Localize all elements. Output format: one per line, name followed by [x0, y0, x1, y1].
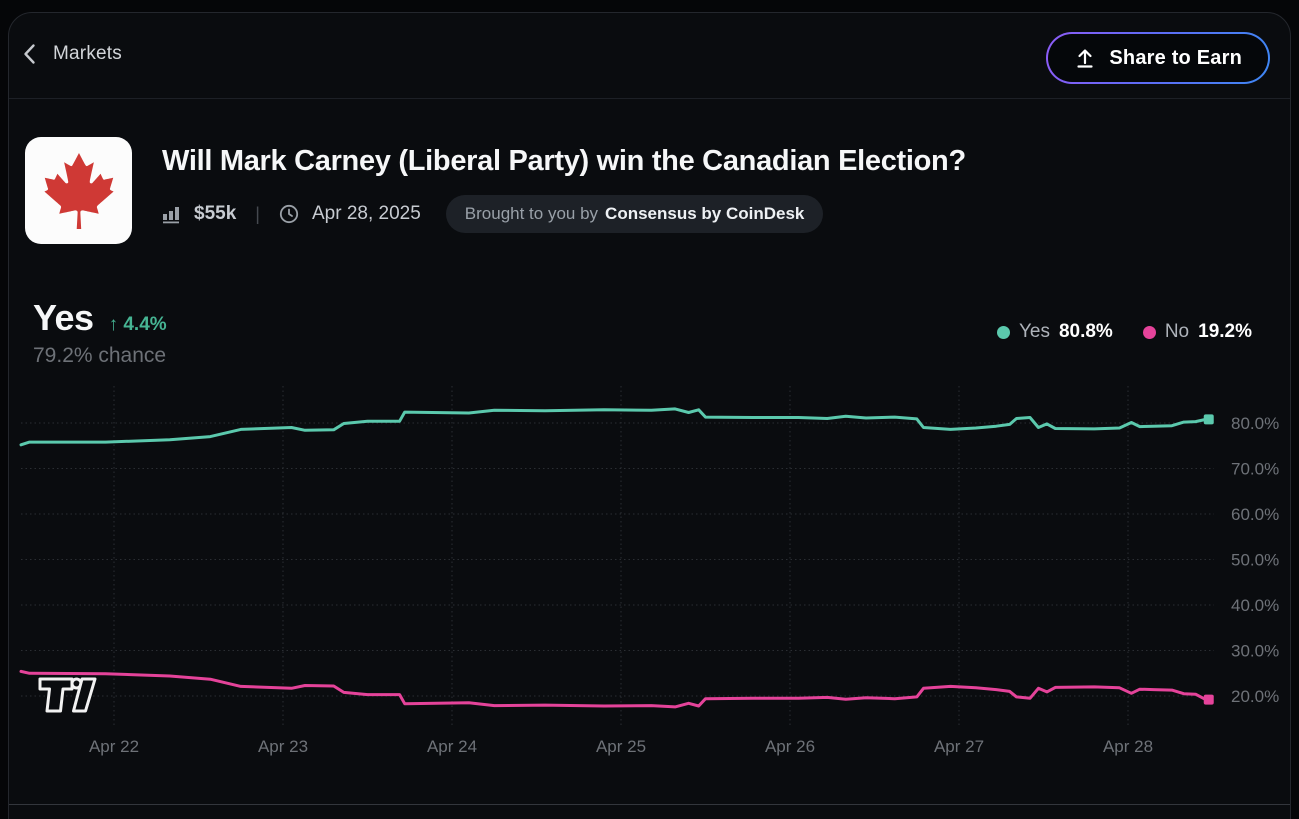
- top-bar: Markets Share to Earn: [9, 13, 1290, 99]
- sponsor-prefix: Brought to you by: [464, 204, 599, 223]
- x-axis-tick: Apr 28: [1103, 737, 1153, 756]
- outcome-change: ↑ 4.4%: [108, 314, 167, 335]
- x-axis-tick: Apr 24: [427, 737, 477, 756]
- market-header: Will Mark Carney (Liberal Party) win the…: [25, 137, 966, 244]
- price-chart-svg: 80.0% 70.0% 60.0% 50.0% 40.0% 30.0% 20.0% Apr 2…: [19, 386, 1279, 756]
- sponsor-badge: Brought to you by Consensus by CoinDesk: [445, 195, 824, 233]
- upload-arrow-icon: [1074, 47, 1096, 69]
- chevron-left-icon: [23, 43, 37, 65]
- price-chart[interactable]: 80.0% 70.0% 60.0% 50.0% 40.0% 30.0% 20.0% Apr 2…: [9, 386, 1290, 786]
- legend-no-label: No: [1164, 321, 1190, 342]
- series-line-no: [19, 669, 1208, 709]
- y-axis-tick: 60.0%: [1231, 505, 1279, 524]
- bar-chart-icon: [162, 205, 181, 224]
- yes-dot-icon: [996, 325, 1010, 339]
- x-axis-tick: Apr 22: [89, 737, 139, 756]
- stats-separator: |: [255, 203, 260, 224]
- chart-legend: Yes 80.8% No 19.2%: [996, 321, 1252, 343]
- x-axis-tick: Apr 25: [596, 737, 646, 756]
- market-stats-row: $55k | Apr 28, 2025 Brought to you by Co…: [162, 195, 966, 233]
- back-label: Markets: [53, 43, 122, 64]
- market-card: Markets Share to Earn: [8, 12, 1291, 819]
- legend-yes-label: Yes: [1018, 321, 1050, 342]
- x-axis-tick: Apr 23: [258, 737, 308, 756]
- series-line-yes: [19, 407, 1208, 447]
- share-to-earn-button[interactable]: Share to Earn: [1046, 32, 1270, 84]
- clock-icon: [279, 204, 299, 224]
- legend-item-yes: Yes 80.8%: [996, 321, 1113, 343]
- y-axis-tick: 50.0%: [1231, 551, 1279, 570]
- share-button-label: Share to Earn: [1109, 46, 1242, 69]
- x-axis-tick: Apr 26: [765, 737, 815, 756]
- tradingview-logo-icon: [37, 671, 99, 722]
- section-divider: [9, 804, 1290, 805]
- legend-no-value: 19.2%: [1198, 321, 1252, 342]
- sponsor-name: Consensus by CoinDesk: [605, 204, 805, 223]
- canada-maple-leaf-icon: [25, 137, 132, 244]
- market-title: Will Mark Carney (Liberal Party) win the…: [162, 145, 966, 177]
- y-axis-tick: 40.0%: [1231, 596, 1279, 615]
- legend-yes-value: 80.8%: [1058, 321, 1113, 342]
- x-axis-tick: Apr 27: [934, 737, 984, 756]
- market-end-date: Apr 28, 2025: [311, 203, 421, 224]
- outcome-label: Yes: [33, 297, 94, 338]
- market-volume: $55k: [194, 203, 237, 224]
- outcome-chance: 79.2% chance: [33, 344, 167, 367]
- no-dot-icon: [1142, 325, 1156, 339]
- current-value-marker-yes: [1203, 414, 1214, 425]
- y-axis-tick: 80.0%: [1231, 414, 1279, 433]
- legend-item-no: No 19.2%: [1142, 321, 1252, 343]
- back-to-markets-button[interactable]: Markets: [23, 43, 122, 65]
- y-axis-tick: 20.0%: [1231, 687, 1279, 706]
- outcome-block: Yes ↑ 4.4% 79.2% chance: [33, 297, 167, 368]
- y-axis-tick: 70.0%: [1231, 460, 1279, 479]
- current-value-marker-no: [1203, 694, 1214, 705]
- y-axis-tick: 30.0%: [1231, 642, 1279, 661]
